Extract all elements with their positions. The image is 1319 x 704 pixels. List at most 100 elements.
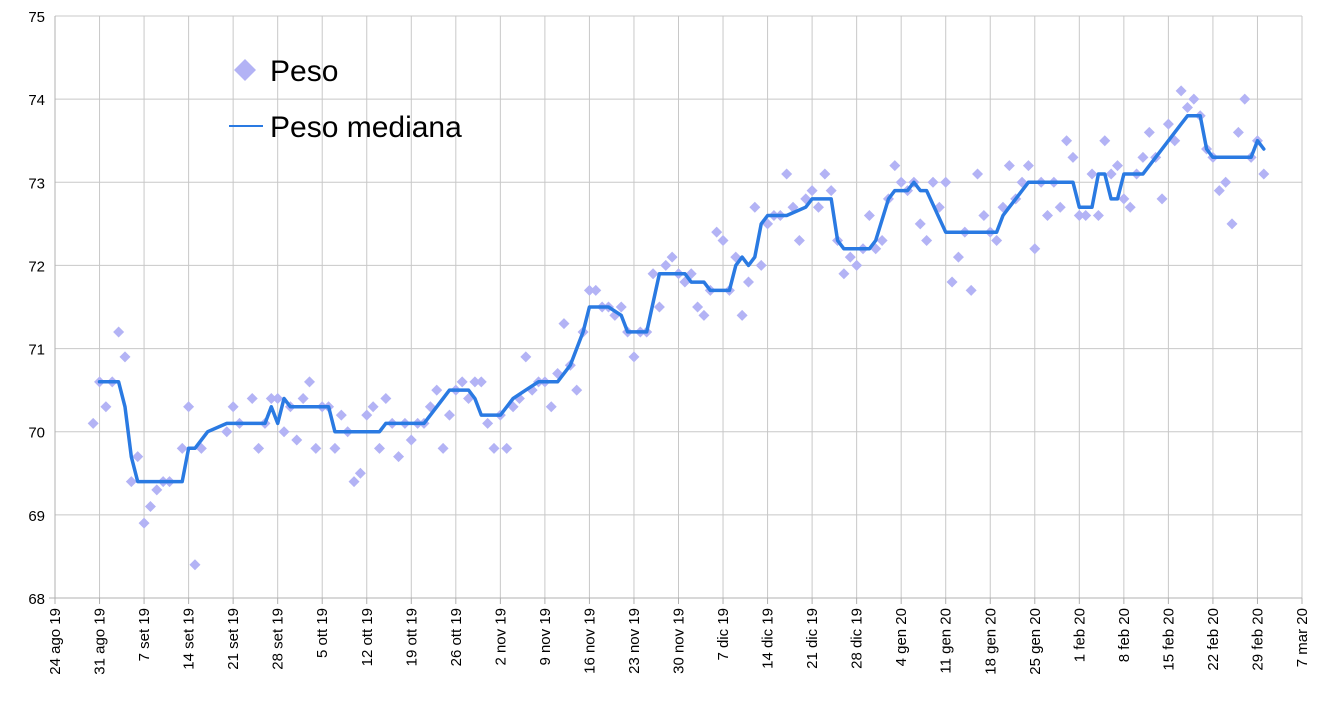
peso-point-58 bbox=[488, 442, 500, 454]
x-tick-label-1: 31 ago 19 bbox=[92, 608, 109, 675]
peso-point-155 bbox=[1105, 168, 1117, 180]
x-tick-label-8: 19 ott 19 bbox=[403, 608, 420, 666]
peso-point-125 bbox=[914, 218, 926, 230]
peso-mediana-line bbox=[97, 114, 1266, 484]
x-tick-label-21: 18 gen 20 bbox=[982, 608, 999, 675]
peso-point-83 bbox=[647, 268, 659, 280]
peso-point-126 bbox=[921, 234, 933, 246]
peso-point-55 bbox=[469, 376, 481, 388]
peso-point-21 bbox=[253, 442, 265, 454]
y-tick-label-5: 73 bbox=[28, 175, 45, 192]
x-tick-label-22: 25 gen 20 bbox=[1027, 608, 1044, 675]
x-tick-label-15: 7 dic 19 bbox=[715, 608, 732, 661]
x-tick-label-23: 1 feb 20 bbox=[1071, 608, 1088, 662]
peso-point-163 bbox=[1156, 193, 1168, 205]
peso-point-18 bbox=[227, 401, 239, 413]
peso-point-13 bbox=[176, 442, 188, 454]
peso-point-8 bbox=[138, 517, 150, 529]
peso-point-24 bbox=[272, 392, 284, 404]
peso-point-36 bbox=[348, 476, 360, 488]
peso-point-0 bbox=[87, 417, 99, 429]
y-tick-label-4: 72 bbox=[28, 258, 45, 275]
x-tick-label-6: 5 ott 19 bbox=[314, 608, 331, 658]
peso-point-167 bbox=[1181, 101, 1193, 113]
y-tick-labels: 68 69 70 71 72 73 74 75 bbox=[28, 9, 45, 608]
peso-point-134 bbox=[972, 168, 984, 180]
x-tick-label-11: 9 nov 19 bbox=[537, 608, 554, 666]
peso-point-50 bbox=[437, 442, 449, 454]
axes bbox=[49, 16, 1303, 604]
peso-point-114 bbox=[844, 251, 856, 263]
peso-point-57 bbox=[482, 417, 494, 429]
peso-point-179 bbox=[1258, 168, 1270, 180]
peso-point-143 bbox=[1029, 243, 1041, 255]
peso-point-157 bbox=[1118, 193, 1130, 205]
x-tick-label-16: 14 dic 19 bbox=[760, 608, 777, 669]
peso-point-111 bbox=[825, 185, 837, 197]
peso-point-45 bbox=[405, 434, 417, 446]
peso-point-28 bbox=[297, 392, 309, 404]
peso-point-39 bbox=[367, 401, 379, 413]
peso-point-156 bbox=[1111, 160, 1123, 172]
peso-point-100 bbox=[755, 259, 767, 271]
peso-point-17 bbox=[221, 426, 233, 438]
peso-point-122 bbox=[895, 176, 907, 188]
peso-point-74 bbox=[590, 284, 602, 296]
peso-point-164 bbox=[1162, 118, 1174, 130]
peso-point-139 bbox=[1003, 160, 1015, 172]
peso-point-93 bbox=[711, 226, 723, 238]
peso-point-135 bbox=[978, 210, 990, 222]
peso-point-97 bbox=[736, 309, 748, 321]
peso-point-150 bbox=[1073, 210, 1085, 222]
peso-point-49 bbox=[431, 384, 443, 396]
peso-point-33 bbox=[329, 442, 341, 454]
peso-point-153 bbox=[1092, 210, 1104, 222]
peso-point-91 bbox=[698, 309, 710, 321]
x-tick-label-13: 23 nov 19 bbox=[626, 608, 643, 674]
x-tick-label-7: 12 ott 19 bbox=[359, 608, 376, 666]
peso-point-37 bbox=[354, 467, 366, 479]
peso-point-154 bbox=[1099, 135, 1111, 147]
x-tick-label-10: 2 nov 19 bbox=[492, 608, 509, 666]
x-tick-label-5: 28 set 19 bbox=[270, 608, 287, 670]
x-tick-label-26: 22 feb 20 bbox=[1205, 608, 1222, 671]
peso-point-30 bbox=[310, 442, 322, 454]
peso-point-2 bbox=[100, 401, 112, 413]
peso-point-158 bbox=[1124, 201, 1136, 213]
peso-point-60 bbox=[501, 442, 513, 454]
x-tick-label-28: 7 mar 20 bbox=[1294, 608, 1311, 667]
peso-point-94 bbox=[717, 234, 729, 246]
peso-point-115 bbox=[851, 259, 863, 271]
peso-point-90 bbox=[692, 301, 704, 313]
peso-point-175 bbox=[1232, 126, 1244, 138]
peso-point-151 bbox=[1080, 210, 1092, 222]
peso-point-110 bbox=[819, 168, 831, 180]
y-tick-label-6: 74 bbox=[28, 92, 45, 109]
peso-point-25 bbox=[278, 426, 290, 438]
peso-point-174 bbox=[1226, 218, 1238, 230]
peso-point-67 bbox=[545, 401, 557, 413]
x-tick-label-12: 16 nov 19 bbox=[581, 608, 598, 674]
peso-point-121 bbox=[889, 160, 901, 172]
peso-point-176 bbox=[1239, 93, 1251, 105]
y-tick-label-1: 69 bbox=[28, 508, 45, 525]
peso-point-34 bbox=[335, 409, 347, 421]
peso-point-104 bbox=[781, 168, 793, 180]
x-tick-label-2: 7 set 19 bbox=[136, 608, 153, 661]
legend-diamond-icon bbox=[234, 59, 256, 81]
peso-point-149 bbox=[1067, 151, 1079, 163]
peso-point-53 bbox=[456, 376, 468, 388]
peso-point-41 bbox=[380, 392, 392, 404]
y-tick-label-3: 71 bbox=[28, 342, 45, 359]
peso-point-166 bbox=[1175, 85, 1187, 97]
peso-point-106 bbox=[793, 234, 805, 246]
peso-point-147 bbox=[1054, 201, 1066, 213]
peso-point-43 bbox=[393, 451, 405, 463]
peso-point-29 bbox=[303, 376, 315, 388]
x-tick-label-4: 21 set 19 bbox=[225, 608, 242, 670]
peso-point-172 bbox=[1213, 185, 1225, 197]
peso-point-129 bbox=[940, 176, 952, 188]
peso-point-38 bbox=[361, 409, 373, 421]
peso-point-108 bbox=[806, 185, 818, 197]
peso-point-113 bbox=[838, 268, 850, 280]
